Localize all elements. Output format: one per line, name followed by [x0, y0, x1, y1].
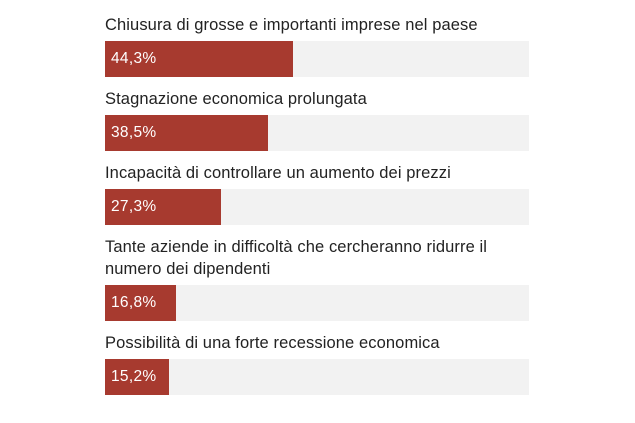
data-label: 15,2%: [111, 368, 157, 385]
bar-track: 27,3%: [105, 189, 529, 225]
category-label: Incapacità di controllare un aumento dei…: [105, 164, 451, 182]
category-label: Possibilità di una forte recessione econ…: [105, 334, 440, 352]
bar-track: 15,2%: [105, 359, 529, 395]
bar: 38,5%: [105, 115, 269, 151]
bar-track: 38,5%: [105, 115, 529, 151]
chart-row: Chiusura di grosse e importanti imprese …: [105, 14, 529, 77]
chart-row: Tante aziende in difficoltà che cerchera…: [105, 236, 529, 321]
bar: 16,8%: [105, 285, 177, 321]
chart-row: Incapacità di controllare un aumento dei…: [105, 162, 529, 225]
bar: 44,3%: [105, 41, 293, 77]
data-label: 27,3%: [111, 198, 157, 215]
category-label: Stagnazione economica prolungata: [105, 90, 367, 108]
category-label: Tante aziende in difficoltà che cerchera…: [105, 238, 488, 278]
bar-track: 44,3%: [105, 41, 529, 77]
bar: 27,3%: [105, 189, 221, 225]
bar-chart: Chiusura di grosse e importanti imprese …: [105, 14, 529, 406]
chart-row: Stagnazione economica prolungata 38,5%: [105, 88, 529, 151]
data-label: 16,8%: [111, 294, 157, 311]
category-label: Chiusura di grosse e importanti imprese …: [105, 16, 478, 34]
chart-row: Possibilità di una forte recessione econ…: [105, 332, 529, 395]
data-label: 44,3%: [111, 50, 157, 67]
bar: 15,2%: [105, 359, 170, 395]
bar-track: 16,8%: [105, 285, 529, 321]
data-label: 38,5%: [111, 124, 157, 141]
